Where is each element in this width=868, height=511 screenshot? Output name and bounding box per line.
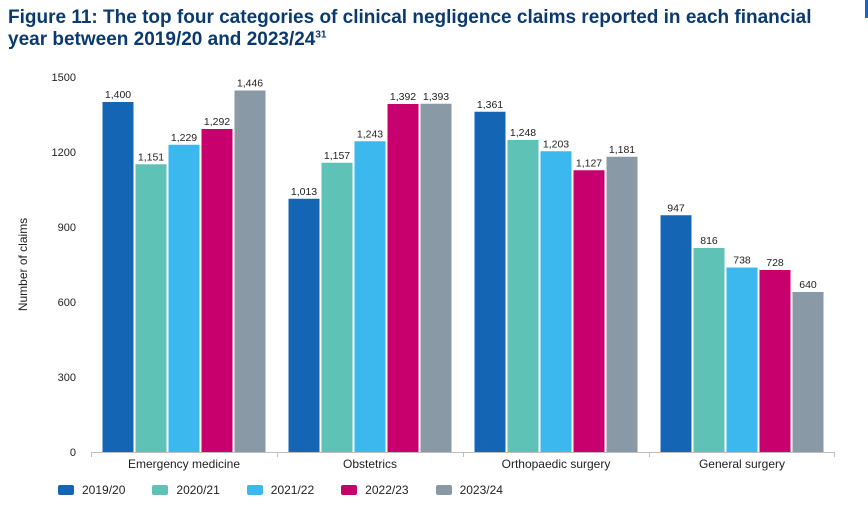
- legend-label: 2023/24: [459, 483, 503, 497]
- bar: [660, 215, 692, 452]
- chart-title: Figure 11: The top four categories of cl…: [8, 7, 828, 51]
- x-tick-label: General surgery: [699, 457, 785, 471]
- bar: [201, 129, 233, 452]
- x-tick-label: Orthopaedic surgery: [502, 457, 611, 471]
- legend-item: 2021/22: [246, 483, 315, 497]
- data-label: 640: [799, 279, 817, 291]
- bar: [507, 140, 539, 452]
- y-axis-title: Number of claims: [16, 218, 30, 311]
- data-label: 1,181: [609, 144, 635, 156]
- bar: [759, 270, 791, 452]
- y-tick-label: 900: [58, 222, 76, 234]
- chart-legend: 2019/20 2020/21 2021/22 2022/23 2023/24: [58, 483, 530, 497]
- legend-item: 2020/21: [152, 483, 220, 497]
- bar: [573, 170, 605, 452]
- bar: [321, 162, 353, 452]
- edge-marker: [865, 0, 868, 18]
- bar: [540, 151, 572, 452]
- legend-swatch: [152, 485, 169, 495]
- title-footnote-marker: 31: [315, 29, 327, 41]
- data-label: 1,127: [576, 157, 602, 169]
- legend-item: 2023/24: [435, 483, 503, 497]
- data-label: 947: [667, 202, 685, 214]
- bar: [135, 164, 167, 452]
- data-label: 1,361: [477, 99, 503, 111]
- data-label: 1,392: [390, 91, 416, 103]
- data-label: 1,229: [171, 132, 197, 144]
- data-label: 1,157: [324, 150, 350, 162]
- bar: [606, 156, 638, 452]
- data-label: 1,393: [423, 91, 449, 103]
- data-label: 1,292: [204, 116, 230, 128]
- y-tick-label: 600: [58, 297, 76, 309]
- bar: [693, 248, 725, 452]
- legend-swatch: [341, 485, 358, 495]
- legend-label: 2020/21: [176, 483, 220, 497]
- data-label: 1,446: [237, 78, 263, 90]
- legend-swatch: [58, 485, 74, 495]
- bar: [168, 144, 200, 452]
- legend-label: 2022/23: [365, 483, 409, 497]
- bar: [726, 267, 758, 452]
- y-tick-label: 1200: [52, 147, 76, 159]
- bar: [792, 292, 824, 452]
- bar: [354, 141, 386, 452]
- x-tick-label: Obstetrics: [343, 457, 397, 471]
- data-label: 1,400: [105, 89, 131, 101]
- y-tick-label: 1500: [52, 72, 76, 84]
- bar: [387, 104, 419, 452]
- data-label: 1,013: [291, 186, 317, 198]
- legend-swatch: [435, 485, 452, 495]
- bar: [420, 103, 452, 452]
- legend-label: 2021/22: [270, 483, 315, 497]
- legend-swatch: [246, 485, 263, 495]
- y-tick-label: 0: [70, 447, 76, 459]
- data-label: 728: [766, 257, 784, 269]
- bar: [102, 102, 134, 452]
- bar: [288, 198, 320, 452]
- data-label: 1,248: [510, 127, 536, 139]
- data-label: 1,243: [357, 128, 383, 140]
- bar: [234, 90, 266, 452]
- data-label: 738: [733, 255, 751, 267]
- legend-item: 2022/23: [341, 483, 409, 497]
- chart-title-text: Figure 11: The top four categories of cl…: [8, 7, 812, 50]
- y-tick-label: 300: [58, 372, 76, 384]
- legend-item: 2019/20: [58, 483, 125, 497]
- bar: [474, 111, 506, 452]
- x-tick-label: Emergency medicine: [128, 457, 240, 471]
- legend-label: 2019/20: [82, 483, 126, 497]
- data-label: 1,203: [543, 138, 569, 150]
- data-label: 816: [700, 235, 718, 247]
- data-label: 1,151: [138, 151, 164, 163]
